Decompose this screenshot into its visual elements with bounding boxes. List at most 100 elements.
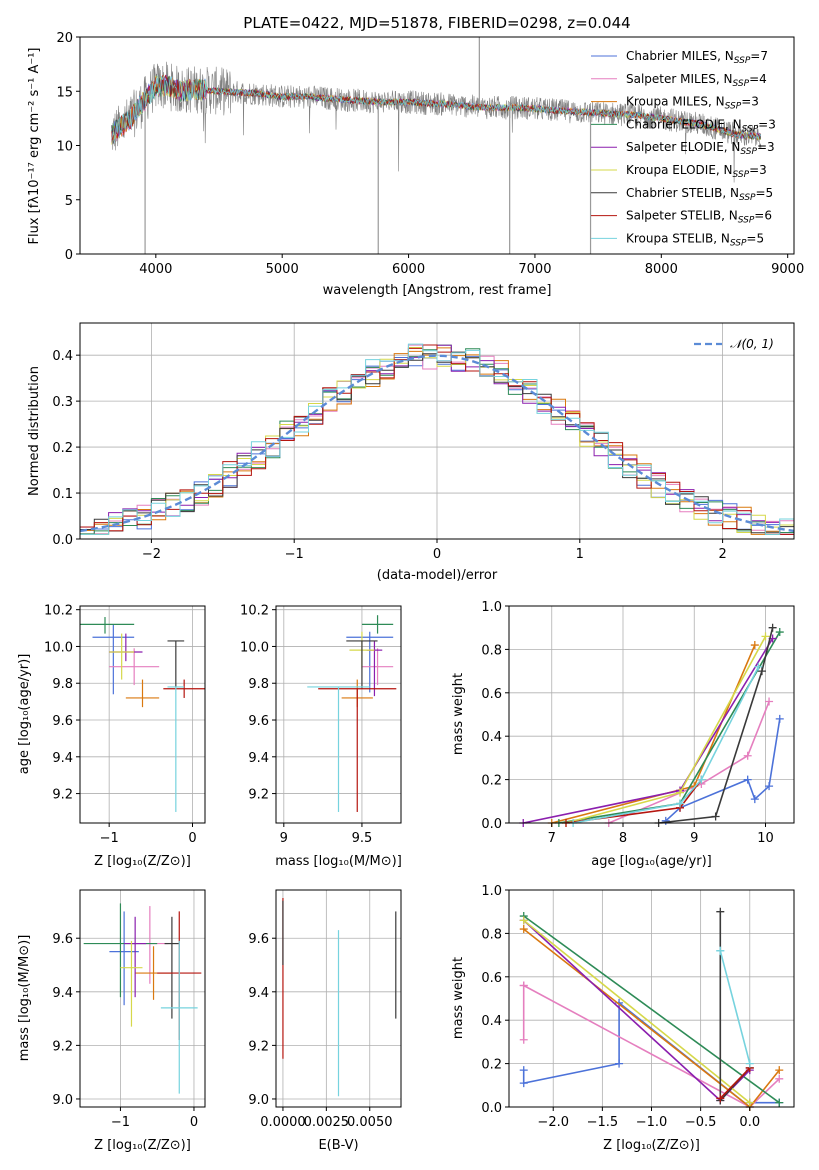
weight-marker [765,697,774,706]
x-tick-label: 0.0 [739,1115,760,1130]
y-tick-label: 9.2 [248,788,269,803]
mass_vs_z-panel: −1 0 9.0 9.2 9.4 9.6 Z [log₁₀(Z/Z⊙)] mass [log₁… [17,889,206,1153]
y-tick-label: 10.2 [240,604,269,619]
weight-marker [716,907,725,916]
y-tick-label: 20 [56,31,73,46]
y-tick-label: 0.3 [52,395,73,410]
weight-line-8 [572,666,760,823]
x-tick-label: 0 [433,547,441,562]
x-tick-label: −1 [111,1115,130,1130]
y-tick-label: 0.8 [481,927,502,942]
weight_vs_age-ticks: 7 8 9 10 0.0 0.2 0.4 0.6 0.8 1.0 [481,600,773,846]
y-tick-label: 9.0 [248,1093,269,1108]
y-tick-label: 9.2 [52,788,73,803]
y-tick-label: 5 [65,194,73,209]
residual-xlabel: (data-model)/error [377,568,498,583]
x-tick-label: 9 [280,831,288,846]
normal-curve [79,354,795,533]
weight-line-5 [523,919,751,1104]
y-tick-label: 9.0 [52,1093,73,1108]
age_vs_z-axes-frame [79,605,206,824]
weight-line-4 [523,638,774,823]
age_vs_z-data [80,617,205,812]
y-tick-label: 0.6 [481,971,502,986]
weight-line-6 [658,627,774,823]
x-tick-label: −1 [285,547,304,562]
legend-label-2: Kroupa MILES, NSSP=3 [626,95,759,112]
weight-marker [765,782,774,791]
weight-marker [745,1098,754,1107]
weight-marker [775,628,784,637]
weight-marker [519,1066,528,1075]
x-tick-label: 0 [188,831,196,846]
weight-marker [775,1066,784,1075]
weight-marker [697,775,706,784]
age_vs_mass-ticks: 9 9.5 9.2 9.4 9.6 9.8 10.0 10.2 [240,604,372,846]
weight-marker [716,1094,725,1103]
residual-panel: −2 −1 0 1 2 0.0 0.1 0.2 0.3 0.4 (data-model)/erro… [27,322,795,583]
y-tick-label: 0.2 [481,774,502,789]
y-tick-label: 0.0 [481,1101,502,1116]
x-tick-label: −1 [100,831,119,846]
age_vs_z-ylabel: age [log₁₀(age/yr)] [17,654,32,775]
mass_vs_z-data [83,903,202,1094]
y-tick-label: 9.4 [52,751,73,766]
weight-marker [745,1059,754,1068]
legend-label-3: Chabrier ELODIE, NSSP=3 [626,117,776,134]
weight_vs_age-panel: 7 8 9 10 0.0 0.2 0.4 0.6 0.8 1.0 age [log₁₀(age/yr… [451,600,795,869]
weight-line-0 [665,718,781,822]
x-tick-label: 8000 [645,262,678,277]
x-tick-label: 7 [548,831,556,846]
weight-marker [775,1098,784,1107]
weight-marker [743,775,752,784]
legend-label-0: Chabrier MILES, NSSP=7 [626,49,768,66]
mass_vs_ebv-xlabel: E(B-V) [318,1138,358,1153]
weight-line-3 [558,631,781,823]
model-spectrum-8 [111,75,761,144]
weight-line-8 [719,950,751,1064]
weight-marker [676,799,684,808]
weight-line-3 [523,915,780,1104]
weight-marker [519,1035,528,1044]
y-tick-label: 0.0 [52,533,73,548]
x-tick-label: 6000 [392,262,425,277]
residual-histogram-8 [80,343,794,535]
weight_vs_age-axes-frame [508,605,795,824]
weight-line-7 [719,1067,751,1099]
y-tick-label: 10.0 [240,640,269,655]
x-tick-label: 9000 [771,262,804,277]
mass_vs_z-ticks: −1 0 9.0 9.2 9.4 9.6 [52,932,198,1130]
y-tick-label: 0.1 [52,487,73,502]
y-tick-label: 9.4 [248,986,269,1001]
y-tick-label: 10.0 [44,640,73,655]
weight_vs_z-ylabel: mass weight [451,957,466,1039]
x-tick-label: −1.5 [587,1115,619,1130]
mass_vs_z-grid [80,890,205,1107]
weight-marker [519,916,528,925]
spectrum-legend: Chabrier MILES, NSSP=7 Salpeter MILES, NS… [591,49,776,248]
y-tick-label: 0.2 [481,1058,502,1073]
weight-marker [676,788,684,797]
mass_vs_z-ylabel: mass [log₁₀(M/M⊙)] [17,935,32,1062]
x-tick-label: 9 [690,831,698,846]
mass_vs_z-xlabel: Z [log₁₀(Z/Z⊙)] [94,1138,191,1153]
weight_vs_z-data [519,907,784,1111]
weight-marker [615,1059,624,1068]
spectrum-ylabel: Flux [fλ10⁻¹⁷ erg cm⁻² s⁻¹ A⁻¹] [27,48,42,245]
y-tick-label: 15 [56,85,73,100]
legend-label-5: Kroupa ELODIE, NSSP=3 [626,163,767,180]
y-tick-label: 9.2 [52,1039,73,1054]
age_vs_z-ticks: −1 0 9.2 9.4 9.6 9.8 10.0 10.2 [44,604,197,846]
x-tick-label: 5000 [266,262,299,277]
y-tick-label: 9.4 [248,751,269,766]
age_vs_mass-data [307,615,397,812]
weight_vs_z-xlabel: Z [log₁₀(Z/Z⊙)] [603,1138,700,1153]
weight-marker [750,795,759,804]
x-tick-label: 1 [576,547,584,562]
legend-label-6: Chabrier STELIB, NSSP=5 [626,186,773,203]
weight-marker [519,981,528,990]
weight-line-1 [608,701,770,823]
y-tick-label: 9.8 [248,677,269,692]
